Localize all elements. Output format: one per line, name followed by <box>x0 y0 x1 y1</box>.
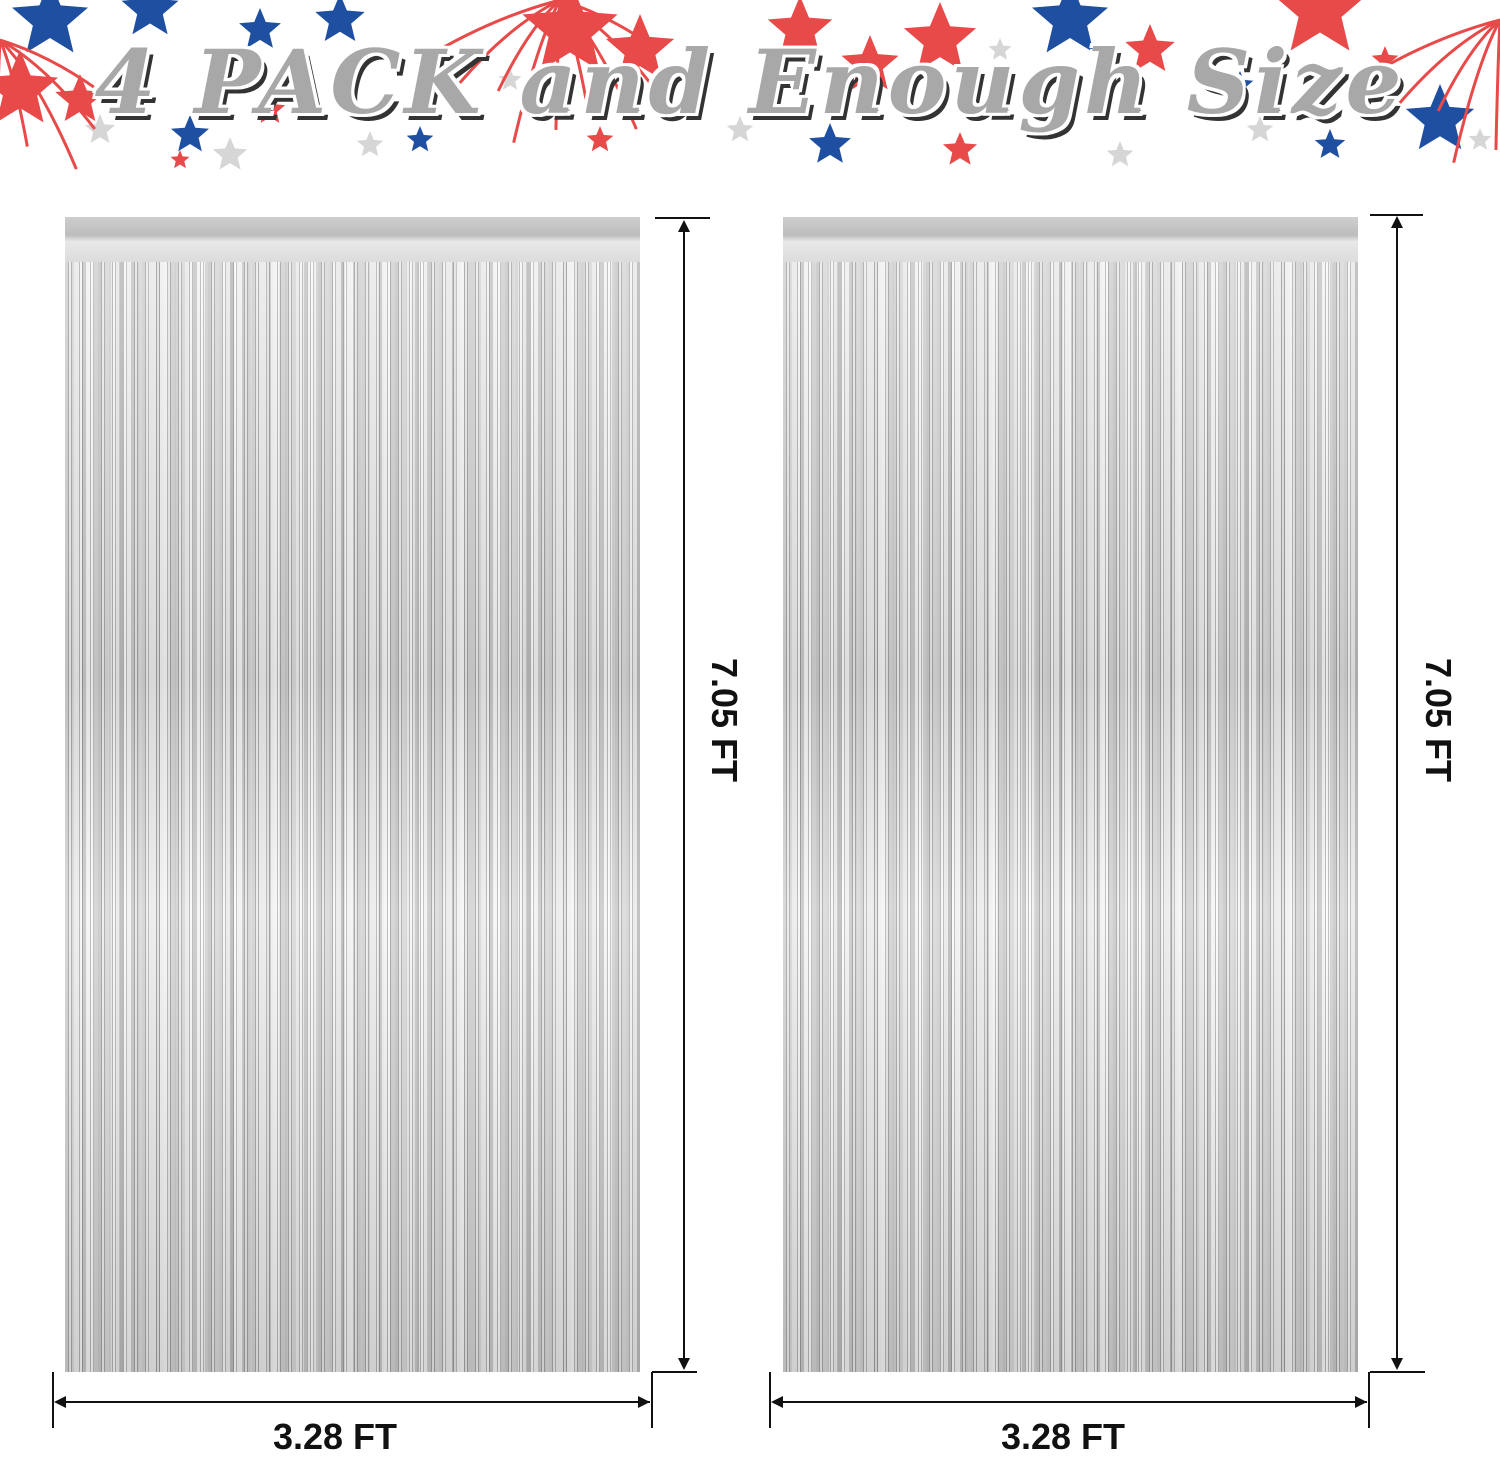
star-icon <box>406 126 434 152</box>
height-label: 7.05 FT <box>704 657 745 783</box>
star-icon <box>767 0 833 58</box>
firework-streak <box>512 0 562 143</box>
star-icon <box>903 2 977 71</box>
star-icon <box>605 14 675 80</box>
star-icon <box>498 68 522 90</box>
firework-streak <box>0 39 29 147</box>
star-icon <box>239 8 281 48</box>
star-icon <box>121 0 179 35</box>
star-icon <box>212 137 248 170</box>
width-label: 3.28 FT <box>272 1416 398 1457</box>
height-label: 7.05 FT <box>1418 657 1459 783</box>
star-icon <box>1226 71 1254 97</box>
patriotic-star-banner: 4 PACK and Enough Size <box>0 0 1500 175</box>
star-icon <box>809 123 851 163</box>
star-icon <box>170 150 190 169</box>
width-label: 3.28 FT <box>1000 1416 1126 1457</box>
star-icon <box>0 50 58 123</box>
firework-streak <box>559 0 656 90</box>
star-icon <box>356 131 384 157</box>
firework-streak <box>559 0 659 52</box>
star-icon <box>1314 129 1346 158</box>
star-icon <box>171 115 209 152</box>
star-icon <box>1106 141 1134 167</box>
foil-curtain-left <box>65 217 640 1372</box>
star-icon <box>1278 0 1362 51</box>
star-icon <box>942 132 978 165</box>
firework-streak <box>458 0 561 84</box>
firework-streak <box>496 0 561 92</box>
curtain-rail <box>65 217 640 262</box>
star-icon <box>84 114 116 143</box>
firework-streak <box>1436 18 1500 112</box>
star-icon <box>12 0 88 53</box>
firework-streak <box>1398 18 1500 104</box>
star-icon <box>1468 128 1492 150</box>
star-icon <box>254 94 286 123</box>
banner-title: 4 PACK and Enough Size <box>94 30 1406 134</box>
star-icon <box>1371 46 1399 72</box>
star-icon <box>1125 24 1175 71</box>
firework-streak <box>1361 18 1500 81</box>
star-icon <box>315 0 365 41</box>
star-icon <box>1246 116 1274 142</box>
firework-streak <box>554 0 562 130</box>
foil-curtain-right <box>783 217 1358 1372</box>
star-icon <box>586 126 614 152</box>
firework-streak <box>558 0 589 107</box>
star-icon <box>55 74 105 121</box>
firework-streak <box>0 38 96 130</box>
firework-streak <box>421 0 561 61</box>
star-icon <box>988 38 1012 60</box>
star-icon <box>1405 84 1475 150</box>
firework-streak <box>0 38 78 170</box>
star-icon <box>726 116 754 142</box>
star-icon <box>841 35 899 90</box>
firework-streak <box>0 38 99 92</box>
firework-streak <box>558 0 638 130</box>
star-icon <box>1032 0 1108 53</box>
star-icon <box>522 0 618 71</box>
curtain-rail <box>783 217 1358 262</box>
firework-streak <box>1452 19 1500 163</box>
stars-fireworks-decoration <box>0 0 1500 170</box>
